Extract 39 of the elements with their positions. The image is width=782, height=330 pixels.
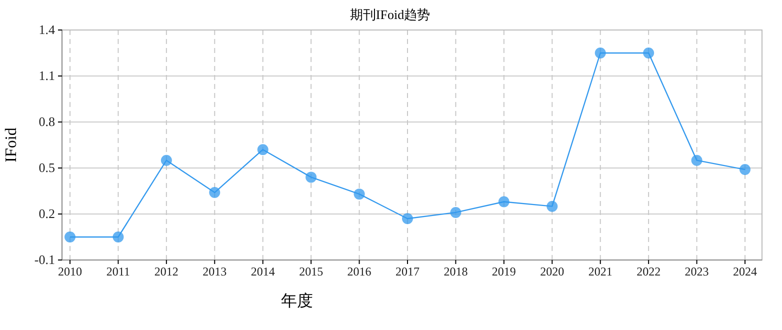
point bbox=[450, 206, 462, 218]
x-tick-label: 2017 bbox=[396, 264, 420, 279]
point bbox=[691, 154, 702, 166]
x-tick-label: 2018 bbox=[444, 264, 468, 279]
point bbox=[64, 232, 76, 242]
x-tick-label: 2022 bbox=[636, 264, 661, 279]
x-tick-label: 2024 bbox=[733, 264, 757, 279]
point bbox=[209, 187, 220, 198]
point bbox=[740, 164, 750, 176]
x-axis-title: 年度 bbox=[281, 292, 313, 310]
y-tick-label: 0.2 bbox=[38, 206, 55, 222]
x-tick-label: 2014 bbox=[250, 264, 275, 279]
x-tick-label: 2019 bbox=[492, 264, 516, 279]
point bbox=[546, 200, 558, 212]
point bbox=[112, 232, 124, 242]
y-tick-label: -0.1 bbox=[34, 252, 55, 268]
point bbox=[402, 213, 413, 224]
y-tick-label: 1.4 bbox=[38, 22, 56, 38]
chart-title: 期刊IFoid趋势 bbox=[350, 7, 430, 22]
point bbox=[160, 154, 172, 166]
x-tick-label: 2020 bbox=[540, 264, 564, 279]
y-tick-label: 0.5 bbox=[38, 160, 55, 176]
x-tick-label: 2011 bbox=[106, 264, 130, 279]
y-tick-label: 0.8 bbox=[38, 114, 55, 130]
x-tick-label: 2010 bbox=[58, 264, 82, 279]
x-tick-label: 2015 bbox=[299, 264, 324, 279]
y-tick-label: 1.1 bbox=[38, 68, 55, 84]
point bbox=[354, 188, 365, 200]
x-tick-label: 2012 bbox=[154, 264, 178, 279]
x-tick-label: 2013 bbox=[202, 264, 227, 279]
point bbox=[594, 48, 606, 58]
x-tick-label: 2023 bbox=[684, 264, 709, 279]
point bbox=[257, 144, 268, 156]
x-tick-label: 2021 bbox=[588, 264, 612, 279]
point bbox=[306, 172, 317, 183]
x-tick-label: 2016 bbox=[347, 264, 372, 279]
point bbox=[643, 48, 654, 58]
point bbox=[498, 196, 510, 208]
y-axis-title: IFoid bbox=[3, 128, 20, 162]
